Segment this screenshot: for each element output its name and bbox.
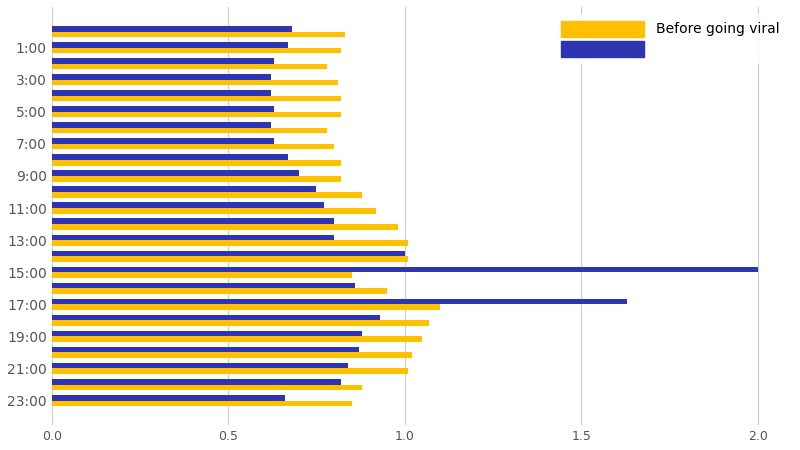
Bar: [52, 154, 288, 160]
Bar: [52, 256, 408, 262]
Bar: [52, 304, 440, 310]
Bar: [52, 219, 334, 224]
Bar: [52, 299, 627, 304]
Bar: [52, 48, 341, 53]
Bar: [52, 42, 288, 48]
Bar: [52, 192, 362, 198]
Bar: [52, 176, 341, 182]
Legend: Before going viral, After going viral: Before going viral, After going viral: [554, 14, 786, 64]
Bar: [52, 208, 377, 214]
Bar: [52, 90, 270, 96]
Bar: [52, 122, 270, 128]
Bar: [52, 320, 430, 326]
Bar: [52, 352, 412, 358]
Bar: [52, 400, 352, 406]
Bar: [52, 240, 408, 246]
Bar: [52, 331, 362, 337]
Bar: [52, 224, 398, 230]
Bar: [52, 128, 327, 134]
Bar: [52, 234, 334, 240]
Bar: [52, 186, 317, 192]
Bar: [52, 315, 380, 320]
Bar: [52, 58, 274, 63]
Bar: [52, 80, 338, 86]
Bar: [52, 288, 387, 294]
Bar: [52, 379, 341, 384]
Bar: [52, 63, 327, 69]
Bar: [52, 112, 341, 117]
Bar: [52, 283, 355, 288]
Bar: [52, 384, 362, 390]
Bar: [52, 138, 274, 144]
Bar: [52, 363, 348, 369]
Bar: [52, 369, 408, 374]
Bar: [52, 202, 323, 208]
Bar: [52, 106, 274, 112]
Bar: [52, 251, 405, 256]
Bar: [52, 266, 758, 272]
Bar: [52, 272, 352, 278]
Bar: [52, 32, 345, 37]
Bar: [52, 160, 341, 166]
Bar: [52, 395, 285, 400]
Bar: [52, 171, 299, 176]
Bar: [52, 26, 292, 32]
Bar: [52, 144, 334, 149]
Bar: [52, 96, 341, 101]
Bar: [52, 337, 422, 342]
Bar: [52, 347, 359, 352]
Bar: [52, 74, 270, 80]
